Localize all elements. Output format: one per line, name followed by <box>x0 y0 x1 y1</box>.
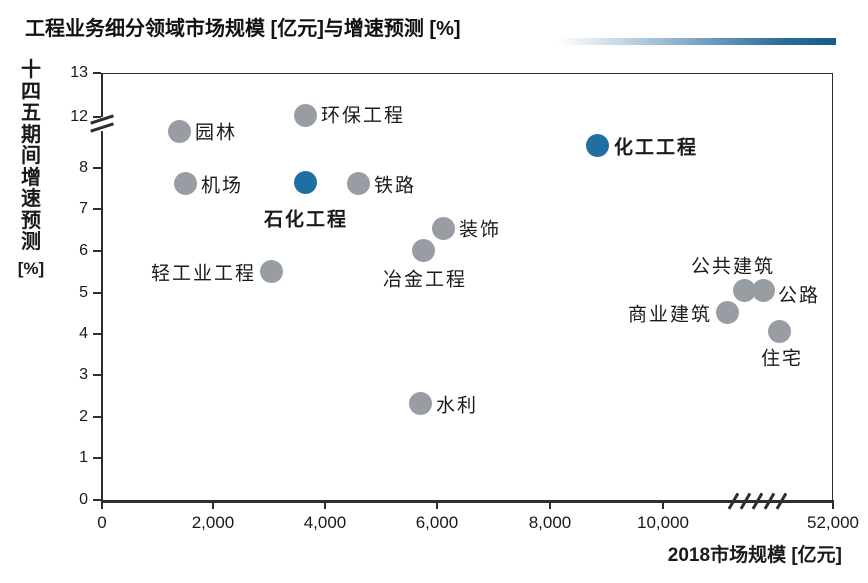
y-tick-label: 3 <box>79 366 88 383</box>
chart-title: 工程业务细分领域市场规模 [亿元]与增速预测 [%] <box>25 18 461 40</box>
x-tick-mark <box>101 501 103 509</box>
x-tick-mark <box>324 501 326 509</box>
y-tick-mark <box>93 72 101 74</box>
y-tick-mark <box>93 416 101 418</box>
x-tick-label: 52,000 <box>807 513 859 532</box>
y-tick-label: 1 <box>79 449 88 466</box>
y-tick-label: 13 <box>70 64 88 81</box>
y-tick-mark <box>93 250 101 252</box>
data-point-dot <box>585 133 609 157</box>
y-axis-title-char: 五 <box>21 102 41 124</box>
x-tick-mark <box>549 501 551 509</box>
data-point-dot <box>173 171 197 195</box>
y-axis-title-char: 测 <box>21 231 41 253</box>
data-point-label: 环保工程 <box>321 105 406 127</box>
data-point-dot <box>259 259 283 283</box>
y-axis-break-gap <box>100 117 104 131</box>
data-point-dot <box>767 319 791 343</box>
x-axis-title: 2018市场规模 [亿元] <box>667 545 842 566</box>
y-tick-mark <box>93 292 101 294</box>
x-tick-label: 0 <box>97 513 107 532</box>
y-tick-label: 7 <box>79 200 88 217</box>
plot-right-border <box>832 73 833 501</box>
x-tick-mark <box>436 501 438 509</box>
y-tick-mark <box>93 208 101 210</box>
y-axis-title-char: 增 <box>21 166 41 189</box>
title-accent-gradient-bar <box>558 38 836 45</box>
y-axis-title: 十四五期间增速预测 [%] <box>16 59 46 279</box>
data-point-label: 装饰 <box>459 219 502 241</box>
y-tick-label: 2 <box>79 408 88 425</box>
data-point-dot <box>732 278 756 302</box>
data-point-label: 轻工业工程 <box>150 263 256 285</box>
data-point-label: 冶金工程 <box>382 269 468 291</box>
data-point-label: 商业建筑 <box>627 304 712 326</box>
y-axis-line <box>101 73 103 502</box>
y-tick-mark <box>93 116 101 118</box>
y-tick-label: 8 <box>79 159 88 176</box>
data-point-dot <box>346 171 370 195</box>
data-point-dot <box>408 391 432 415</box>
x-tick-mark <box>662 501 664 509</box>
data-point-dot <box>411 238 435 262</box>
data-point-label: 公路 <box>778 285 821 307</box>
plot-top-border <box>102 73 833 74</box>
data-point-label: 住宅 <box>760 348 804 370</box>
data-point-label: 园林 <box>195 122 238 144</box>
y-tick-label: 12 <box>70 108 88 125</box>
y-axis-title-char: 间 <box>21 145 41 167</box>
data-point-label: 石化工程 <box>263 209 349 231</box>
data-point-dot <box>293 103 317 127</box>
y-axis-title-char: 速 <box>21 188 41 210</box>
x-tick-label: 10,000 <box>637 513 689 532</box>
data-point-label: 公共建筑 <box>690 256 776 278</box>
data-point-label: 机场 <box>201 175 244 197</box>
x-axis-line <box>101 500 834 503</box>
y-axis-unit: [%] <box>17 258 45 278</box>
y-tick-mark <box>93 333 101 335</box>
data-point-dot <box>293 170 317 194</box>
x-tick-label: 8,000 <box>528 513 572 532</box>
y-axis-title-char: 十 <box>21 59 41 81</box>
x-tick-label: 6,000 <box>415 513 459 532</box>
data-point-label: 化工工程 <box>614 137 699 159</box>
x-tick-mark <box>832 501 834 509</box>
x-tick-mark <box>212 501 214 509</box>
data-point-label: 铁路 <box>374 175 417 197</box>
x-tick-label: 2,000 <box>191 513 235 532</box>
data-point-dot <box>751 278 775 302</box>
x-tick-label: 4,000 <box>303 513 347 532</box>
y-tick-mark <box>93 499 101 501</box>
data-point-dot <box>167 119 191 143</box>
y-tick-mark <box>93 167 101 169</box>
y-tick-label: 4 <box>79 325 88 342</box>
y-tick-mark <box>93 374 101 376</box>
data-point-label: 水利 <box>436 395 479 417</box>
y-tick-mark <box>93 457 101 459</box>
y-axis-title-char: 期 <box>21 123 41 146</box>
y-tick-label: 5 <box>79 284 88 301</box>
plot-area: 13 12 8 7 6 5 4 3 2 1 0 0 2,000 4,000 6,000 8,000 10,000… <box>70 64 859 532</box>
data-point-dot <box>715 300 739 324</box>
y-axis-title-char: 四 <box>21 80 41 103</box>
data-point-dot <box>431 216 455 240</box>
y-tick-label: 6 <box>79 242 88 259</box>
y-axis-title-char: 预 <box>21 209 41 232</box>
y-tick-label: 0 <box>79 491 88 508</box>
